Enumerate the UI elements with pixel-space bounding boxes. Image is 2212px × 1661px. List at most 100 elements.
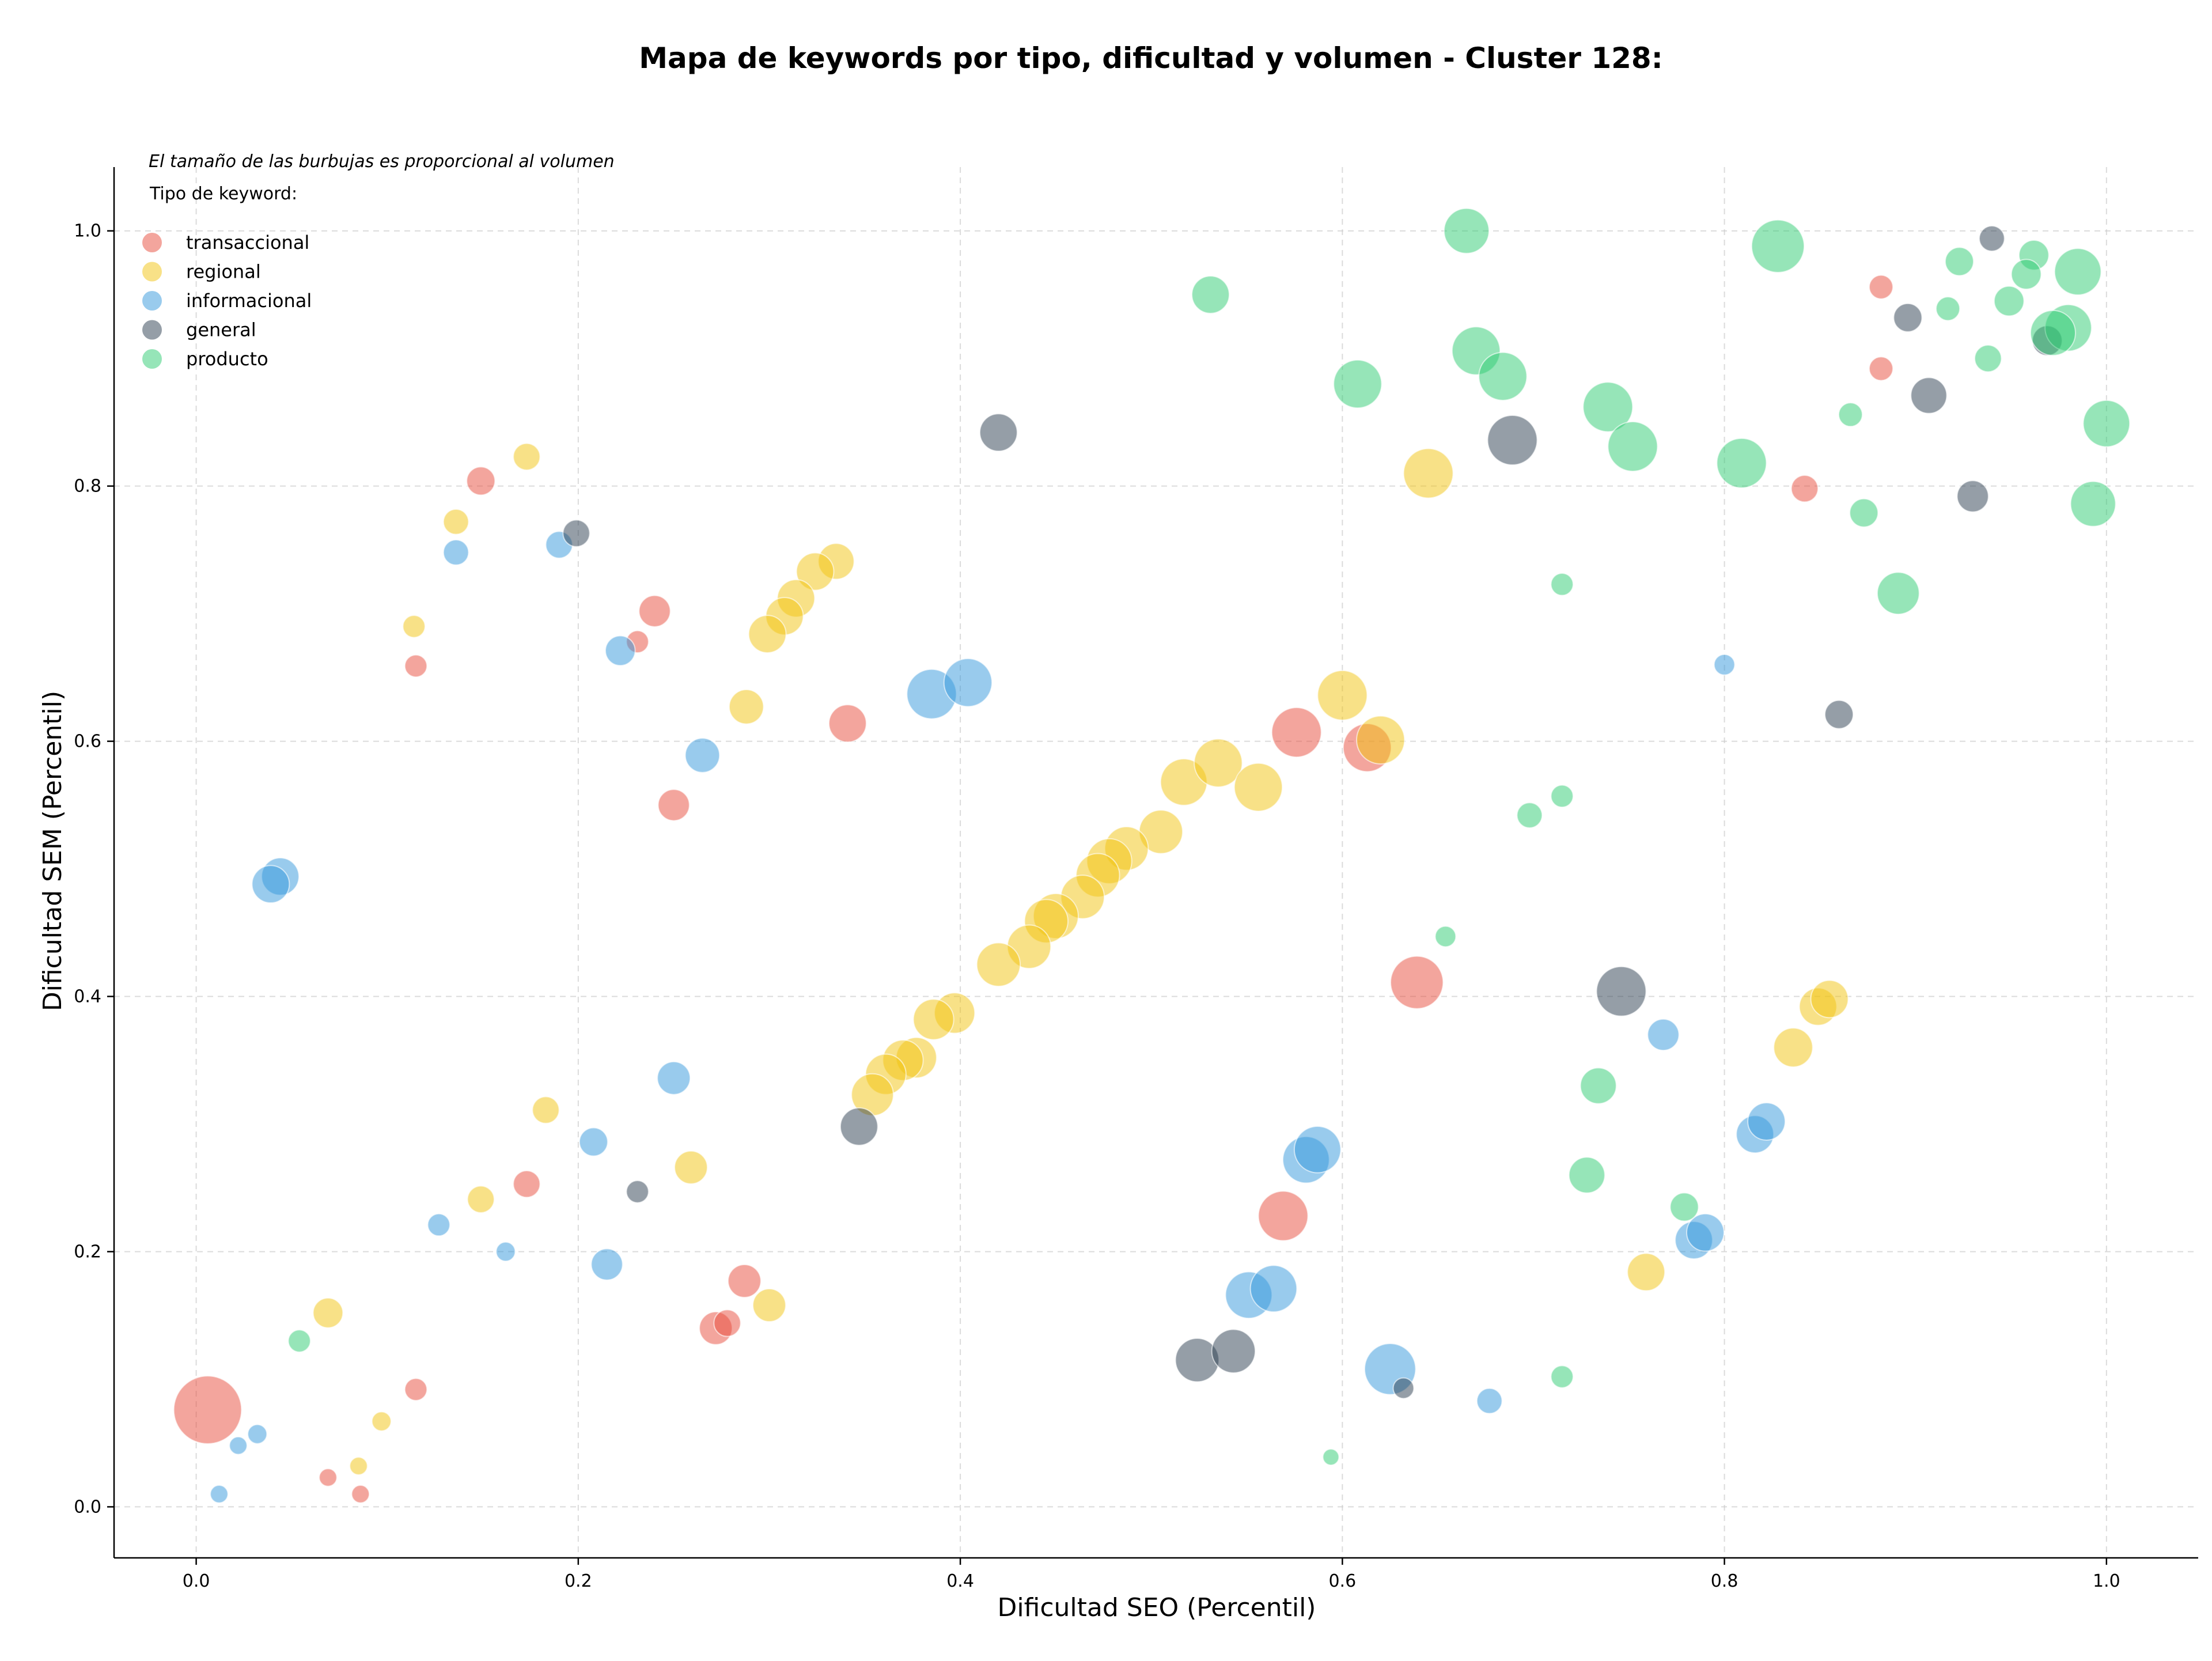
bubble-informacional (247, 1424, 268, 1444)
size-annotation: El tamaño de las burbujas es proporciona… (149, 152, 615, 172)
bubble-general (1211, 1329, 1256, 1374)
bubble-producto (1333, 359, 1382, 409)
bubble-transaccional (1868, 274, 1894, 300)
bubble-producto (1716, 437, 1767, 489)
legend-label-transaccional: transaccional (186, 232, 309, 253)
bubble-producto (1838, 402, 1863, 427)
bubble-producto (1580, 1067, 1617, 1104)
bubble-transaccional (404, 1378, 428, 1401)
bubble-general (1956, 480, 1989, 513)
legend-label-regional: regional (186, 261, 261, 283)
bubble-informacional (1747, 1102, 1786, 1141)
y-tick-label: 0.4 (74, 987, 101, 1007)
bubble-transaccional (319, 1468, 338, 1487)
bubble-regional (976, 942, 1021, 987)
bubble-general (1893, 302, 1923, 332)
legend-title: Tipo de keyword: (149, 184, 297, 204)
bubble-regional (1233, 762, 1283, 812)
bubble-producto (2010, 259, 2042, 290)
bubble-general (979, 413, 1018, 452)
bubble-regional (532, 1096, 560, 1124)
bubble-producto (1516, 802, 1543, 828)
bubble-general (1910, 377, 1948, 414)
bubble-producto (1669, 1192, 1699, 1222)
bubbles (173, 207, 2131, 1504)
bubble-informacional (442, 539, 469, 566)
y-tick-label: 0.0 (74, 1497, 101, 1517)
bubble-transaccional (657, 789, 690, 822)
bubble-transaccional (727, 1263, 762, 1298)
y-axis-label: Dificultad SEM (Percentil) (38, 691, 67, 1011)
chart-title: Mapa de keywords por tipo, dificultad y … (639, 41, 1662, 75)
bubble-regional (467, 1185, 495, 1213)
bubble-informacional (1476, 1387, 1503, 1414)
bubble-producto (2070, 480, 2116, 527)
bubble-regional (442, 508, 469, 535)
bubble-informacional (229, 1436, 248, 1455)
bubble-producto (1607, 421, 1658, 472)
bubble-regional (371, 1411, 392, 1432)
bubble-informacional (1249, 1265, 1298, 1313)
bubble-producto (287, 1329, 311, 1353)
bubble-regional (1773, 1027, 1813, 1068)
bubble-producto (1751, 219, 1805, 273)
bubble-regional (1194, 738, 1243, 788)
bubble-producto (1944, 247, 1974, 277)
x-axis-label: Dificultad SEO (Percentil) (998, 1593, 1316, 1622)
bubble-regional (1317, 669, 1368, 721)
x-tick-label: 0.2 (565, 1571, 592, 1591)
bubble-general (1596, 966, 1647, 1017)
bubble-informacional (251, 865, 290, 904)
bubble-transaccional (513, 1170, 541, 1198)
y-tick-label: 0.8 (74, 476, 101, 497)
bubble-regional (752, 1288, 786, 1322)
bubble-general (1487, 414, 1538, 466)
bubble-producto (1550, 573, 1574, 596)
x-tick-label: 0.6 (1328, 1571, 1356, 1591)
bubble-producto (2054, 248, 2102, 296)
bubble-regional (674, 1150, 708, 1185)
bubble-regional (748, 615, 787, 653)
bubble-informacional (604, 635, 636, 667)
bubble-general (1979, 225, 2005, 252)
bubble-transaccional (404, 654, 428, 678)
bubble-regional (513, 442, 541, 471)
axes: 0.0 0.2 0.4 0.6 0.8 1.0 0.0 0.2 0.4 0.6 0.8 1.0 (74, 167, 2198, 1591)
bubble-transaccional (173, 1375, 243, 1444)
bubble-producto (1876, 572, 1920, 615)
legend-marker-regional (142, 262, 162, 282)
bubble-regional (728, 689, 764, 725)
bubble-producto (1582, 381, 1634, 433)
bubble-regional (1627, 1253, 1666, 1292)
bubble-regional (1810, 979, 1849, 1019)
bubble-producto (1849, 498, 1879, 528)
bubble-producto (1993, 285, 2025, 317)
bubble-informacional (943, 658, 993, 707)
bubble-informacional (210, 1485, 229, 1504)
bubble-producto (1322, 1448, 1340, 1466)
bubble-producto (1974, 345, 2002, 373)
bubble-informacional (1647, 1018, 1680, 1051)
bubble-regional (402, 615, 426, 638)
legend-marker-general (142, 320, 162, 340)
bubble-informacional (657, 1061, 691, 1095)
x-tick-label: 0.0 (183, 1571, 210, 1591)
bubble-producto (1550, 1365, 1574, 1388)
bubble-transaccional (1257, 1190, 1309, 1242)
bubble-informacional (578, 1127, 608, 1157)
bubble-general (1824, 699, 1854, 729)
bubble-informacional (684, 737, 721, 773)
bubble-transaccional (828, 704, 867, 743)
bubble-transaccional (1271, 707, 1322, 758)
legend-label-informacional: informacional (186, 290, 312, 312)
bubble-transaccional (713, 1309, 741, 1337)
y-tick-label: 0.2 (74, 1242, 101, 1262)
bubble-producto (2029, 309, 2076, 356)
bubble-regional (1356, 715, 1406, 765)
legend-label-producto: producto (186, 348, 268, 370)
bubble-general (839, 1107, 878, 1146)
bubble-transaccional (351, 1485, 370, 1504)
bubble-producto (1434, 925, 1457, 948)
